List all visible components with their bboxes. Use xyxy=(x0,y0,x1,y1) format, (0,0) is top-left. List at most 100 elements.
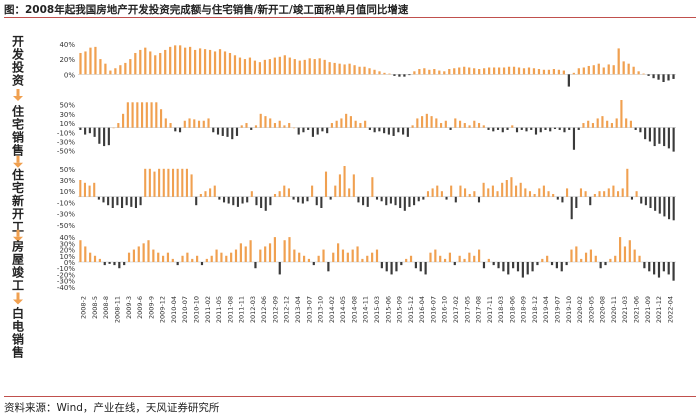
bar xyxy=(445,196,448,200)
bar xyxy=(225,255,228,262)
bar xyxy=(139,196,142,206)
bar xyxy=(245,123,248,128)
bar xyxy=(615,118,618,128)
bar xyxy=(361,258,364,262)
panels: 40%20%0%50%30%10%-10%-30%-50%50%30%10%-1… xyxy=(57,41,676,292)
bar xyxy=(582,67,585,75)
bar xyxy=(185,168,188,197)
bar xyxy=(663,196,666,217)
bar xyxy=(83,182,86,197)
bar xyxy=(273,123,277,128)
bar xyxy=(147,240,150,262)
bar xyxy=(171,168,175,197)
panel-2: 50%30%10%-10%-30% -50% xyxy=(57,100,676,156)
bar xyxy=(205,258,208,262)
svg-text:销: 销 xyxy=(12,130,24,145)
bar xyxy=(375,196,379,200)
bar xyxy=(84,127,87,135)
bar xyxy=(345,113,348,128)
bar xyxy=(193,119,196,128)
bar xyxy=(617,48,620,75)
y-tick-label: -50% xyxy=(57,148,75,156)
bar xyxy=(111,196,114,208)
bar xyxy=(522,68,526,75)
svg-text:工: 工 xyxy=(12,220,24,234)
bar xyxy=(663,127,666,147)
x-tick-label: 2020-08 xyxy=(599,296,607,323)
bar xyxy=(99,59,102,75)
bar xyxy=(626,168,629,197)
svg-text:工: 工 xyxy=(12,279,24,293)
bar xyxy=(567,74,570,87)
bar xyxy=(473,120,476,128)
bar xyxy=(134,196,137,208)
bar xyxy=(121,196,124,208)
bar xyxy=(302,127,305,133)
bar xyxy=(322,249,325,262)
bar xyxy=(478,69,481,75)
bar xyxy=(366,255,369,262)
bar xyxy=(241,196,244,204)
bar xyxy=(164,49,167,75)
bar xyxy=(79,180,82,197)
bar xyxy=(406,127,409,137)
bar xyxy=(383,127,386,134)
bar xyxy=(589,249,593,262)
y-tick-label: -20% xyxy=(57,271,75,279)
bar xyxy=(353,65,356,75)
bar xyxy=(668,196,671,220)
bar xyxy=(283,125,286,128)
bar xyxy=(399,196,402,208)
bar xyxy=(338,174,341,197)
down-arrow-icon xyxy=(13,89,23,101)
bar xyxy=(426,191,430,197)
bar xyxy=(558,127,561,130)
bar xyxy=(259,249,262,262)
bar xyxy=(658,196,661,214)
bar xyxy=(213,185,216,197)
x-tick-label: 2021-09 xyxy=(644,296,652,323)
bar xyxy=(222,196,226,203)
bar xyxy=(278,191,281,197)
bar xyxy=(166,252,170,262)
x-tick-label: 2012-09 xyxy=(271,296,279,323)
bar xyxy=(596,118,599,128)
bar xyxy=(348,63,351,75)
x-tick-label: 2013-07 xyxy=(305,296,313,323)
bar xyxy=(563,127,566,133)
svg-text:住: 住 xyxy=(12,104,24,119)
bar xyxy=(371,177,374,197)
bar xyxy=(254,125,258,128)
bar xyxy=(440,191,443,197)
x-tick-label: 2013-10 xyxy=(317,296,325,323)
bar xyxy=(145,102,148,128)
bar xyxy=(547,69,551,75)
bar xyxy=(497,262,500,269)
bar xyxy=(397,127,400,133)
bar xyxy=(648,262,651,272)
bar xyxy=(459,185,462,197)
bar xyxy=(515,127,519,133)
bar xyxy=(333,62,336,75)
x-tick-label: 2018-06 xyxy=(508,296,516,323)
svg-text:新: 新 xyxy=(12,193,24,208)
bar xyxy=(505,180,508,197)
bar xyxy=(122,113,125,128)
bar xyxy=(278,262,281,275)
bar xyxy=(606,120,609,128)
bar xyxy=(541,258,544,262)
bar xyxy=(199,194,202,197)
x-axis: 2008-2 2008-5 2008-8 2008-11 2009-3 2009-6 200… xyxy=(80,296,675,323)
x-tick-label: 2019-07 xyxy=(554,296,562,323)
bar xyxy=(530,127,533,130)
svg-text:开: 开 xyxy=(12,207,24,221)
bar xyxy=(387,127,390,135)
x-tick-label: 2014-08 xyxy=(350,296,358,323)
bar xyxy=(584,252,588,262)
bar xyxy=(633,249,636,262)
bar xyxy=(591,123,595,128)
down-arrow-icon xyxy=(13,155,23,168)
bar xyxy=(662,74,665,82)
x-tick-label: 2020-11 xyxy=(610,296,618,323)
bar xyxy=(126,102,129,128)
